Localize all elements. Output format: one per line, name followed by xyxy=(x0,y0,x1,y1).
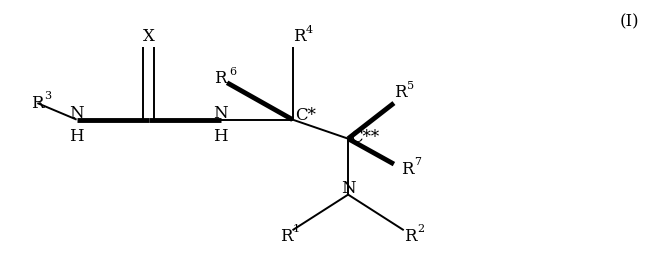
Text: 4: 4 xyxy=(306,25,313,35)
Text: R: R xyxy=(293,29,306,45)
Text: H: H xyxy=(214,128,228,145)
Text: R: R xyxy=(404,228,417,245)
Text: C*: C* xyxy=(295,107,316,124)
Text: N: N xyxy=(341,180,355,197)
Text: X: X xyxy=(143,29,154,45)
Text: 5: 5 xyxy=(407,81,415,91)
Text: R: R xyxy=(280,228,292,245)
Text: N: N xyxy=(214,105,228,122)
Text: C**: C** xyxy=(350,129,379,146)
Text: R: R xyxy=(401,161,413,178)
Text: 3: 3 xyxy=(44,91,51,101)
Text: (I): (I) xyxy=(620,13,639,30)
Text: 2: 2 xyxy=(417,224,424,234)
Text: R: R xyxy=(394,84,407,102)
Text: 1: 1 xyxy=(293,224,300,234)
Text: H: H xyxy=(69,128,84,145)
Text: 7: 7 xyxy=(414,157,421,167)
Text: R: R xyxy=(214,70,227,87)
Text: R: R xyxy=(31,95,43,112)
Text: N: N xyxy=(69,105,84,122)
Text: 6: 6 xyxy=(229,67,236,77)
